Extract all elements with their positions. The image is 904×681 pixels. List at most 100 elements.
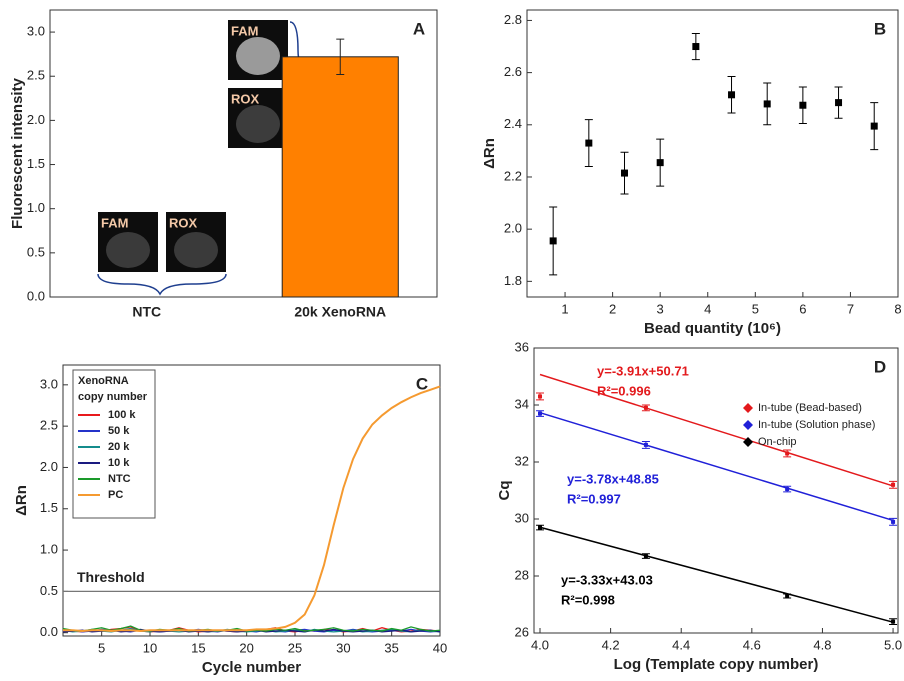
y-tick-label: 0.0: [40, 624, 58, 639]
thumbnail-blob: [236, 37, 280, 75]
x-axis-title: Cycle number: [202, 659, 301, 676]
x-tick-label: 5: [752, 301, 759, 316]
point: [763, 100, 771, 108]
legend-label: 100 k: [108, 409, 136, 421]
panel-label: A: [413, 19, 425, 38]
x-axis-title: Bead quantity (10⁶): [644, 320, 781, 337]
legend-label: 50 k: [108, 425, 130, 437]
legend-label: PC: [108, 489, 123, 501]
image-label: ROX: [231, 91, 260, 106]
x-tick-label: 6: [799, 301, 806, 316]
image-label: FAM: [231, 23, 258, 38]
y-tick-label: 34: [515, 396, 529, 411]
point: [891, 619, 896, 624]
legend-label: 20 k: [108, 441, 130, 453]
series-line: [63, 385, 441, 633]
point: [643, 405, 648, 410]
point: [538, 411, 543, 416]
fit-line: [539, 526, 894, 623]
bar: [281, 56, 399, 298]
y-axis-title: ΔRn: [481, 138, 498, 169]
legend-label: In-tube (Solution phase): [758, 419, 875, 431]
point: [692, 43, 700, 51]
y-tick-label: 26: [515, 624, 529, 639]
legend-box: [72, 369, 156, 519]
x-tick-label: 4.4: [672, 637, 690, 652]
y-tick-label: 1.0: [27, 200, 45, 215]
thumbnail-blob: [106, 232, 150, 268]
y-tick-label: 3.0: [27, 24, 45, 39]
error-bar: [336, 38, 345, 75]
y-tick-label: 1.0: [40, 542, 58, 557]
legend-label: In-tube (Bead-based): [758, 402, 862, 414]
point: [549, 237, 557, 245]
point: [538, 525, 543, 530]
x-tick-label: 4.0: [531, 637, 549, 652]
panel-label: B: [874, 19, 886, 38]
x-tick-label: 35: [384, 640, 398, 655]
threshold-label: Threshold: [77, 569, 145, 585]
point: [891, 519, 896, 524]
panel-label: D: [874, 357, 886, 376]
legend-title: XenoRNA: [78, 375, 129, 387]
point: [870, 122, 878, 130]
x-tick-label: 1: [561, 301, 568, 316]
x-axis-title: Log (Template copy number): [614, 656, 819, 673]
x-tick-label: NTC: [132, 304, 161, 320]
x-tick-label: 3: [657, 301, 664, 316]
point: [621, 169, 629, 177]
y-axis-title: Cq: [496, 481, 513, 501]
legend-marker: [743, 437, 753, 447]
x-tick-label: 4: [704, 301, 711, 316]
y-tick-label: 2.2: [504, 168, 522, 183]
legend-marker: [743, 420, 753, 430]
y-tick-label: 2.0: [27, 112, 45, 127]
point: [799, 101, 807, 109]
y-tick-label: 30: [515, 510, 529, 525]
point: [728, 91, 736, 99]
x-tick-label: 10: [143, 640, 157, 655]
thumbnail-blob: [174, 232, 218, 268]
fit-r2: R²=0.996: [597, 383, 651, 398]
fit-r2: R²=0.997: [567, 491, 621, 506]
y-tick-label: 2.0: [40, 459, 58, 474]
y-tick-label: 3.0: [40, 376, 58, 391]
fit-line: [539, 373, 894, 487]
y-tick-label: 0.5: [40, 583, 58, 598]
panel-label: C: [416, 374, 428, 393]
y-axis-title: ΔRn: [13, 485, 30, 516]
y-tick-label: 2.0: [504, 221, 522, 236]
plot-frame: [526, 9, 899, 298]
y-tick-label: 0.0: [27, 288, 45, 303]
fit-line: [539, 411, 894, 522]
legend-label: On-chip: [758, 436, 797, 448]
point: [891, 482, 896, 487]
point: [656, 159, 664, 167]
thumbnails: [97, 20, 311, 296]
point: [538, 394, 543, 399]
point: [835, 99, 843, 107]
thumbnail-blob: [236, 105, 280, 143]
fit-equation: y=-3.78x+48.85: [567, 471, 659, 486]
y-tick-label: 2.5: [27, 68, 45, 83]
y-tick-label: 1.5: [27, 156, 45, 171]
y-axis-title: Fluorescent intensity: [9, 77, 26, 229]
x-tick-label: 5.0: [884, 637, 902, 652]
x-tick-label: 20k XenoRNA: [294, 304, 386, 320]
x-tick-label: 15: [191, 640, 205, 655]
legend-marker: [743, 403, 753, 413]
legend-label: 10 k: [108, 457, 130, 469]
y-tick-label: 2.5: [40, 418, 58, 433]
image-label: FAM: [101, 215, 128, 230]
x-tick-label: 40: [433, 640, 447, 655]
point: [643, 442, 648, 447]
x-tick-label: 4.8: [813, 637, 831, 652]
y-tick-label: 28: [515, 567, 529, 582]
y-tick-label: 2.6: [504, 64, 522, 79]
brace: [97, 273, 227, 296]
x-tick-label: 25: [288, 640, 302, 655]
x-tick-label: 2: [609, 301, 616, 316]
plot-frame: [49, 9, 438, 298]
legend-label: NTC: [108, 473, 131, 485]
